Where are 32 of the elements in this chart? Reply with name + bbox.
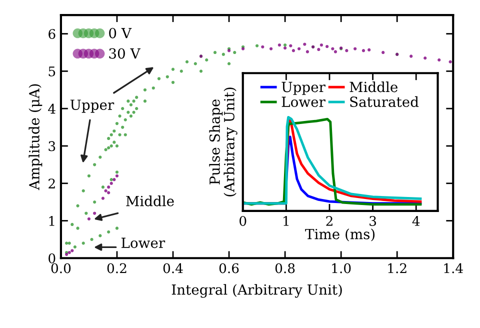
- annotation: Upper: [70, 100, 114, 113]
- y-tick-label: 3: [48, 141, 56, 152]
- y-axis-title: Amplitude (μA): [28, 84, 42, 190]
- y-tick-label: 6: [48, 29, 56, 39]
- x-tick-label: 4: [412, 216, 420, 226]
- x-tick-label: 1.4: [444, 263, 463, 274]
- x-tick-label: 3: [370, 216, 376, 226]
- y-tick-label: 4: [48, 104, 56, 114]
- legend-label: 0 V: [109, 28, 132, 38]
- x-tick-label: 0.4: [163, 263, 183, 274]
- x-tick-label: 1.0: [332, 263, 351, 274]
- legend-label: Middle: [350, 81, 398, 92]
- x-tick-label: 0.2: [107, 263, 126, 274]
- x-axis-title: Time (ms): [305, 228, 375, 242]
- x-tick-label: 0.8: [275, 263, 295, 274]
- legend-label: Upper: [282, 82, 326, 95]
- x-tick-label: 0.6: [219, 263, 239, 274]
- legend-label: Lower: [282, 96, 326, 108]
- x-tick-label: 0.0: [51, 263, 71, 274]
- y-tick-label: 5: [48, 66, 56, 76]
- x-axis-title: Integral (Arbitrary Unit): [172, 284, 342, 298]
- x-tick-label: 0: [240, 216, 246, 226]
- legend-label: Saturated: [350, 96, 419, 108]
- x-tick-label: 2: [326, 216, 332, 226]
- legend-label: 30 V: [109, 48, 141, 59]
- y-tick-label: 2: [48, 178, 55, 188]
- annotation: Lower: [122, 238, 166, 248]
- y-tick-label: 0: [48, 253, 56, 264]
- x-tick-label: 1: [284, 216, 289, 226]
- annotation: Middle: [126, 196, 174, 206]
- x-tick-label: 1.2: [388, 263, 406, 274]
- y-axis-title: Pulse Shape (Arbitrary Unit): [209, 88, 238, 196]
